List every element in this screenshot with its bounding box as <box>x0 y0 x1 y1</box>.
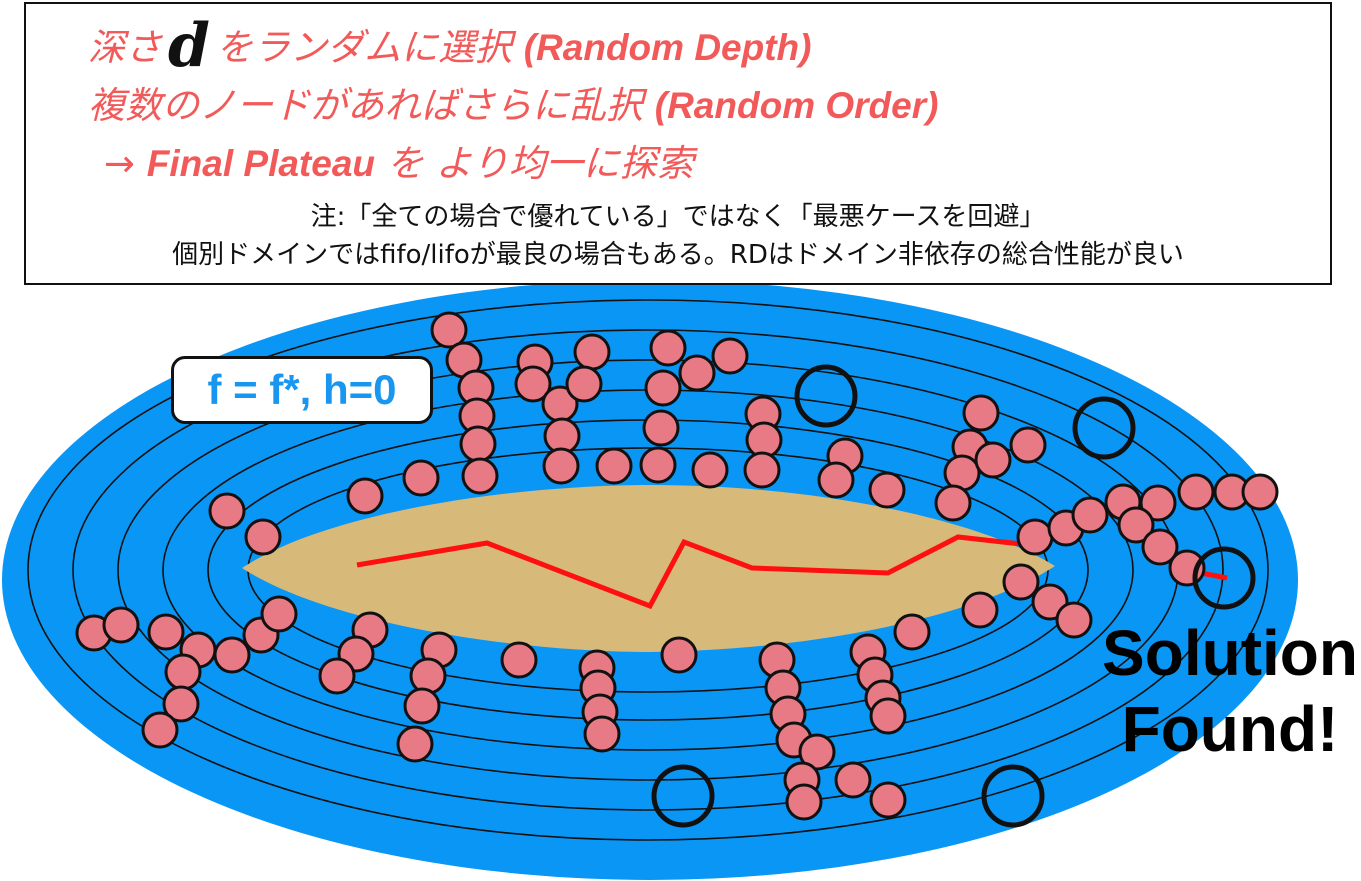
caption-line3-text: を より均一に探索 <box>386 142 694 185</box>
caption-line-random-order: 複数のノードがあればさらに乱択 (Random Order) <box>88 86 938 126</box>
search-node <box>1016 518 1054 556</box>
search-node <box>642 409 680 447</box>
caption-note-2: 個別ドメインではfifo/lifoが最良の場合もある。RDはドメイン非依存の総合… <box>172 240 1184 270</box>
search-node <box>346 477 384 515</box>
search-node <box>869 697 907 735</box>
caption-note-1: 注:「全ての場合で優れている」ではなく「最悪ケースを回避」 <box>310 202 1046 232</box>
search-node <box>1241 473 1279 511</box>
search-node <box>318 657 356 695</box>
search-node <box>595 447 633 485</box>
caption-line1-english: (Random Depth) <box>523 27 812 68</box>
unexplored-node <box>981 764 1045 828</box>
search-node <box>868 471 906 509</box>
unexplored-node <box>651 764 715 828</box>
search-node <box>1117 506 1155 544</box>
search-node <box>785 783 823 821</box>
search-node <box>459 425 497 463</box>
search-node <box>573 333 611 371</box>
search-node <box>402 459 440 497</box>
search-node <box>1055 601 1093 639</box>
search-node <box>834 761 872 799</box>
search-node <box>962 394 1000 432</box>
caption-line1-prefix: 深さ <box>88 26 162 69</box>
search-node <box>961 591 999 629</box>
search-node <box>208 492 246 530</box>
plateau-label: f = f*, h=0 <box>171 356 433 424</box>
search-node <box>934 484 972 522</box>
search-node <box>691 451 729 489</box>
search-node <box>542 447 580 485</box>
search-node <box>1139 484 1177 522</box>
arrow-icon: → <box>104 142 136 185</box>
search-node <box>461 457 499 495</box>
search-node <box>514 365 552 403</box>
contour-ring <box>27 299 1269 841</box>
search-node <box>743 451 781 489</box>
caption-line2-text: 複数のノードがあればさらに乱択 <box>88 84 643 127</box>
final-plateau-region <box>242 485 1055 652</box>
search-node <box>583 715 621 753</box>
search-node <box>1071 496 1109 534</box>
search-node <box>711 337 749 375</box>
search-node <box>660 636 698 674</box>
search-node <box>1009 426 1047 464</box>
unexplored-node <box>1072 396 1136 460</box>
search-node <box>260 595 298 633</box>
solution-label-line-2: Found! <box>1121 693 1339 765</box>
search-node <box>162 685 200 723</box>
caption-box: 深さ d をランダムに選択 (Random Depth) 複数のノードがあればさらに… <box>24 2 1332 285</box>
caption-line3-english: Final Plateau <box>146 143 376 184</box>
search-node <box>500 641 538 679</box>
unexplored-node <box>1192 546 1256 610</box>
search-node <box>639 446 677 484</box>
search-node <box>649 329 687 367</box>
search-node <box>430 311 468 349</box>
search-node <box>678 354 716 392</box>
search-node <box>893 613 931 651</box>
contour-ring <box>72 329 1224 811</box>
search-node <box>244 518 282 556</box>
search-node <box>102 606 140 644</box>
search-node <box>644 369 682 407</box>
search-node <box>213 636 251 674</box>
caption-line1-text: をランダムに選択 <box>215 26 512 69</box>
search-node <box>817 461 855 499</box>
search-node <box>869 781 907 819</box>
caption-line-random-depth: 深さ d をランダムに選択 (Random Depth) <box>88 16 812 76</box>
search-node <box>565 365 603 403</box>
search-node <box>409 657 447 695</box>
search-node <box>396 725 434 763</box>
depth-variable: d <box>168 11 210 81</box>
search-node <box>1141 528 1179 566</box>
search-node <box>141 711 179 749</box>
search-node <box>798 733 836 771</box>
search-node <box>974 441 1012 479</box>
unexplored-node <box>794 364 858 428</box>
caption-line-final-plateau: → Final Plateau を より均一に探索 <box>104 144 694 184</box>
search-node <box>1002 563 1040 601</box>
solution-found-label: Solution Found! <box>1080 615 1361 767</box>
solution-label-line-1: Solution <box>1102 617 1358 689</box>
caption-line2-english: (Random Order) <box>654 85 939 126</box>
search-node <box>1177 473 1215 511</box>
search-node <box>147 613 185 651</box>
search-node <box>403 687 441 725</box>
search-node <box>164 653 202 691</box>
